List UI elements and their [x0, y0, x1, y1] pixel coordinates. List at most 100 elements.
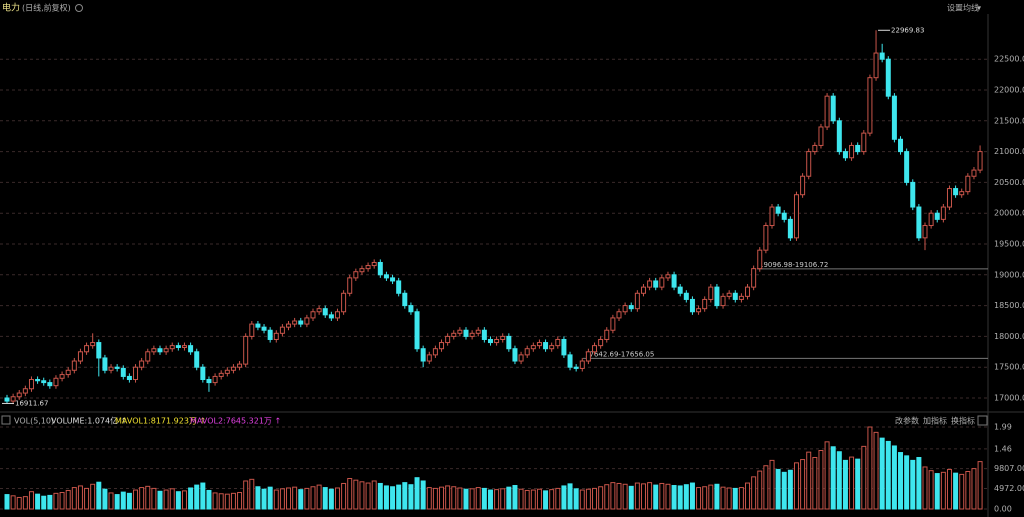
volume-bar	[145, 485, 151, 510]
volume-bar	[163, 489, 169, 510]
volume-bar	[126, 492, 132, 510]
volume-bar	[65, 489, 71, 510]
volume-bar	[977, 461, 983, 510]
volume-bar	[22, 496, 28, 510]
candle-body	[383, 274, 389, 279]
volume-bar	[916, 456, 922, 510]
help-icon[interactable]	[1, 415, 11, 425]
volume-bar	[763, 465, 769, 510]
candle-body	[316, 308, 322, 313]
candle-body	[549, 345, 555, 350]
volume-bar	[751, 476, 757, 510]
volume-bar	[298, 489, 304, 510]
volume-bar	[432, 487, 438, 510]
y-tick-label: 20500.00	[994, 178, 1024, 187]
candle-body	[41, 380, 47, 384]
candle-body	[726, 292, 732, 297]
candle-body	[84, 345, 90, 353]
volume-bar	[696, 487, 702, 510]
candle-body	[47, 382, 53, 387]
candle-body	[457, 329, 463, 334]
volume-bar	[77, 485, 83, 510]
vol-button[interactable]: 换指标	[951, 416, 975, 426]
volume-bar	[622, 483, 628, 510]
candle-body	[518, 354, 524, 362]
volume-bar	[604, 484, 610, 510]
candle-body	[530, 345, 536, 350]
volume-bar	[757, 470, 763, 510]
volume-bar	[90, 483, 96, 510]
candle-body	[237, 363, 243, 368]
candle-body	[108, 366, 114, 371]
volume-bar	[898, 452, 904, 510]
volume-bar	[390, 486, 396, 510]
candle-body	[420, 348, 426, 362]
candle-body	[653, 280, 659, 288]
volume-bar	[139, 487, 145, 510]
volume-bar	[561, 485, 567, 510]
candle-body	[475, 329, 481, 334]
volume-bar	[420, 480, 426, 510]
candle-body	[671, 274, 677, 288]
candle-body	[812, 144, 818, 153]
candle-body	[830, 95, 836, 122]
volume-bar	[102, 488, 108, 510]
candle-body	[842, 151, 848, 159]
volume-bar	[714, 483, 720, 510]
candle-body	[824, 95, 830, 128]
close-icon[interactable]	[977, 415, 988, 426]
candle-body	[855, 144, 861, 153]
candle-body	[22, 388, 28, 394]
candle-body	[71, 360, 77, 371]
candle-body	[567, 354, 573, 368]
volume-bar	[414, 477, 420, 510]
volume-bar	[47, 494, 53, 510]
candle-body	[763, 225, 769, 251]
candle-body	[769, 206, 775, 227]
candle-body	[469, 332, 475, 337]
candle-body	[622, 305, 628, 313]
candle-body	[928, 212, 934, 227]
volume-bar	[500, 488, 506, 510]
candle-body	[745, 286, 751, 297]
volume-bar	[879, 437, 885, 510]
volume-bar	[10, 495, 16, 510]
candle-body	[953, 188, 959, 196]
candle-body	[163, 348, 169, 353]
candle-body	[787, 218, 793, 239]
candle-body	[940, 206, 946, 220]
volume-bar	[194, 484, 200, 510]
candle-body	[439, 342, 445, 350]
candle-body	[304, 317, 310, 325]
volume-bar	[647, 482, 653, 510]
y-tick-label: 21500.00	[994, 116, 1024, 125]
volume-bar	[922, 466, 928, 510]
volume-bar	[616, 482, 622, 510]
candle-body	[849, 144, 855, 159]
candle-body	[922, 225, 928, 239]
candle-body	[708, 286, 714, 300]
high-label: 22969.83	[891, 26, 924, 34]
candle-body	[898, 138, 904, 153]
volume-bar	[946, 468, 952, 510]
volume-bar	[243, 480, 249, 510]
vol-button[interactable]: 加指标	[923, 416, 947, 426]
volume-bar	[451, 486, 457, 510]
volume-bar	[53, 492, 59, 510]
y-tick-label: 21000.00	[994, 147, 1024, 156]
vol-button[interactable]: 改参数	[895, 416, 919, 426]
candle-body	[873, 52, 879, 79]
volume-bar	[818, 449, 824, 510]
volume-bar	[181, 490, 187, 510]
settings-icon[interactable]	[75, 4, 83, 12]
volume-bar	[775, 468, 781, 510]
candle-body	[181, 345, 187, 348]
volume-bar	[506, 486, 512, 510]
candle-body	[751, 268, 757, 288]
ma-menu[interactable]: 设置均线	[947, 3, 979, 13]
candle-body	[414, 311, 420, 350]
candle-body	[610, 317, 616, 331]
volume-bar	[292, 486, 298, 510]
candle-body	[359, 268, 365, 273]
